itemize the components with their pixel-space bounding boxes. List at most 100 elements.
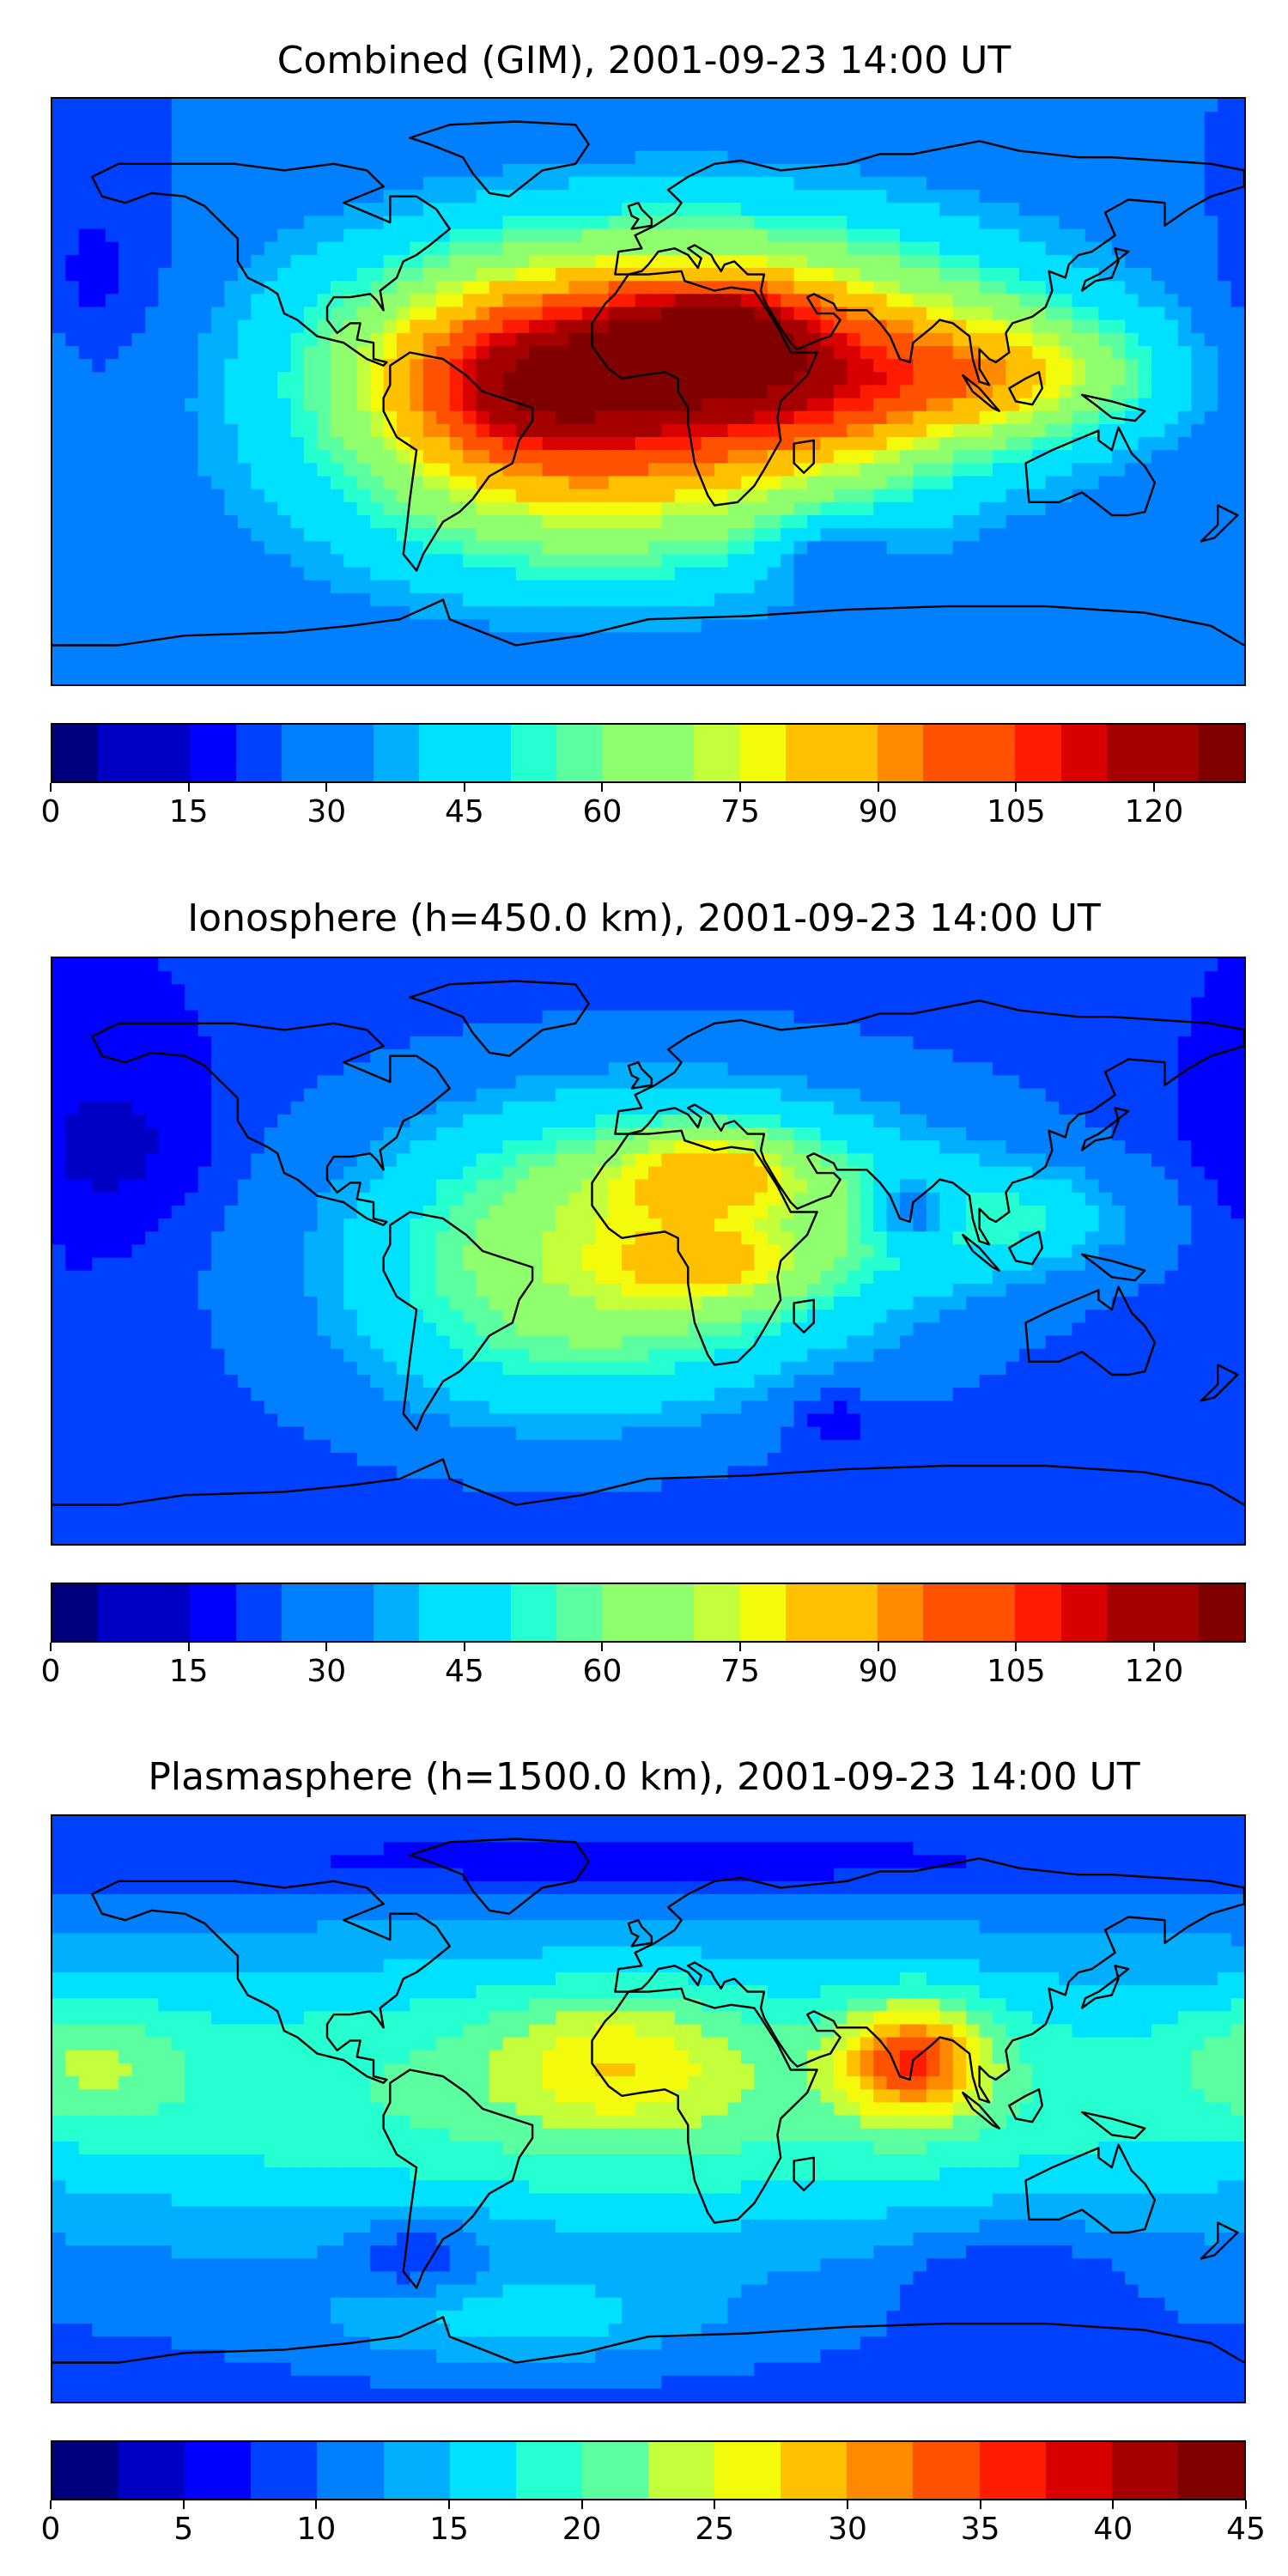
colorbar-tick-label: 35 xyxy=(960,2512,1000,2547)
colorbar-tick-label: 90 xyxy=(858,794,898,829)
coastline-australia xyxy=(1024,426,1157,517)
colorbar-tick xyxy=(877,783,879,792)
coastline-greenland xyxy=(409,980,590,1057)
colorbar-tick-label: 120 xyxy=(1124,1654,1184,1689)
colorbar-tick-label: 90 xyxy=(858,1654,898,1689)
coastline-sumatra xyxy=(962,374,1000,412)
colorbar-level xyxy=(449,2442,516,2499)
colorbar-level xyxy=(847,2442,914,2499)
coastline-borneo xyxy=(1008,1230,1043,1266)
colorbar-tick xyxy=(50,2500,52,2509)
colorbar-tick-label: 105 xyxy=(986,1654,1046,1689)
coastline-greenland xyxy=(409,120,590,197)
colorbar-tick-label: 45 xyxy=(444,794,484,829)
colorbar-tick-label: 40 xyxy=(1093,2512,1133,2547)
colorbar-tick-label: 45 xyxy=(1226,2512,1266,2547)
colorbar-level xyxy=(383,2442,450,2499)
colorbar-tick xyxy=(187,1643,190,1651)
colorbar-level xyxy=(281,725,328,781)
colorbar-level xyxy=(281,1584,328,1641)
colorbar-level xyxy=(1106,725,1153,781)
colorbar-tick xyxy=(187,783,190,792)
map-plasmasphere-svg xyxy=(52,1816,1244,2402)
colorbar-level xyxy=(581,2442,648,2499)
colorbar-level xyxy=(52,2442,119,2499)
colorbar-level xyxy=(1015,1584,1061,1641)
coastline-new-zealand xyxy=(1200,504,1239,543)
map-combined xyxy=(51,97,1246,686)
colorbar-tick xyxy=(1015,1643,1018,1651)
colorbar-level xyxy=(1015,725,1061,781)
coastline-eurasia xyxy=(614,140,1244,386)
colorbar-level xyxy=(515,2442,582,2499)
colorbar-level xyxy=(556,1584,603,1641)
panel-title-combined: Combined (GIM), 2001-09-23 14:00 UT xyxy=(276,39,1012,82)
coastline-new-guinea xyxy=(1080,393,1146,422)
coastline-japan xyxy=(1080,1107,1130,1151)
colorbar-level xyxy=(1060,725,1107,781)
colorbar-tick-label: 60 xyxy=(582,1654,623,1689)
colorbar-tick-label: 0 xyxy=(40,1654,61,1689)
colorbar-level xyxy=(648,1584,695,1641)
panel-title-plasmasphere: Plasmasphere (h=1500.0 km), 2001-09-23 1… xyxy=(148,1755,1140,1799)
colorbar-level xyxy=(556,725,603,781)
coastline-sumatra xyxy=(962,1233,1000,1272)
colorbar-level xyxy=(1198,725,1245,781)
colorbar-tick-label: 0 xyxy=(40,794,61,829)
colorbar-tick xyxy=(739,1643,742,1651)
colorbar-tick-label: 15 xyxy=(429,2512,469,2547)
colorbar-tick xyxy=(979,2500,981,2509)
colorbar-level xyxy=(739,1584,787,1641)
map-ionosphere-svg xyxy=(52,958,1244,1544)
colorbar-tick xyxy=(601,1643,604,1651)
coastline-africa xyxy=(591,1987,818,2224)
coastline-eurasia xyxy=(614,999,1244,1246)
colorbar-level xyxy=(419,1584,465,1641)
colorbar-level xyxy=(143,1584,191,1641)
coastline-britain xyxy=(627,1919,653,1947)
colorbar-tick xyxy=(463,1643,465,1651)
coastline-madagascar xyxy=(793,2156,815,2191)
colorbar-tick xyxy=(877,1643,879,1651)
colorbar-level xyxy=(465,725,511,781)
coastline-greenland xyxy=(409,1838,590,1915)
coastline-antarctica xyxy=(52,1458,1244,1506)
colorbar-level xyxy=(969,1584,1016,1641)
colorbar-level xyxy=(98,1584,144,1641)
colorbar-tick-label: 20 xyxy=(562,2512,602,2547)
colorbar-level xyxy=(1111,2442,1178,2499)
colorbar-tick-label: 10 xyxy=(296,2512,337,2547)
colorbar-level xyxy=(786,1584,832,1641)
coastline-south-america xyxy=(382,2069,534,2289)
colorbar-level xyxy=(1152,1584,1199,1641)
colorbar-tick-label: 30 xyxy=(828,2512,867,2547)
colorbar-level xyxy=(1060,1584,1107,1641)
coastline-africa xyxy=(591,270,818,507)
colorbar-tick-label: 60 xyxy=(582,794,623,829)
colorbar-ionosphere xyxy=(51,1583,1246,1643)
colorbar-combined xyxy=(51,723,1246,783)
coastline-new-guinea xyxy=(1080,1253,1146,1282)
coastline-sumatra xyxy=(962,2091,1000,2129)
colorbar-level xyxy=(190,1584,236,1641)
colorbar-level xyxy=(739,725,787,781)
colorbar-tick xyxy=(714,2500,716,2509)
colorbar-level xyxy=(648,725,695,781)
colorbar-level xyxy=(831,725,878,781)
colorbar-level xyxy=(465,1584,511,1641)
colorbar-tick-label: 105 xyxy=(986,794,1046,829)
colorbar-level xyxy=(251,2442,318,2499)
contour-field xyxy=(52,99,1244,684)
coastline-madagascar xyxy=(793,1298,815,1334)
colorbar-level xyxy=(1177,2442,1244,2499)
colorbar-level xyxy=(52,1584,99,1641)
colorbar-level xyxy=(923,725,969,781)
colorbar-level xyxy=(327,1584,374,1641)
panel-title-ionosphere: Ionosphere (h=450.0 km), 2001-09-23 14:0… xyxy=(187,896,1101,940)
colorbar-level xyxy=(98,725,144,781)
colorbar-tick-label: 15 xyxy=(168,794,209,829)
colorbar-level xyxy=(510,1584,557,1641)
colorbar-tick-label: 25 xyxy=(695,2512,735,2547)
colorbar-level xyxy=(694,725,740,781)
colorbar-level xyxy=(143,725,191,781)
